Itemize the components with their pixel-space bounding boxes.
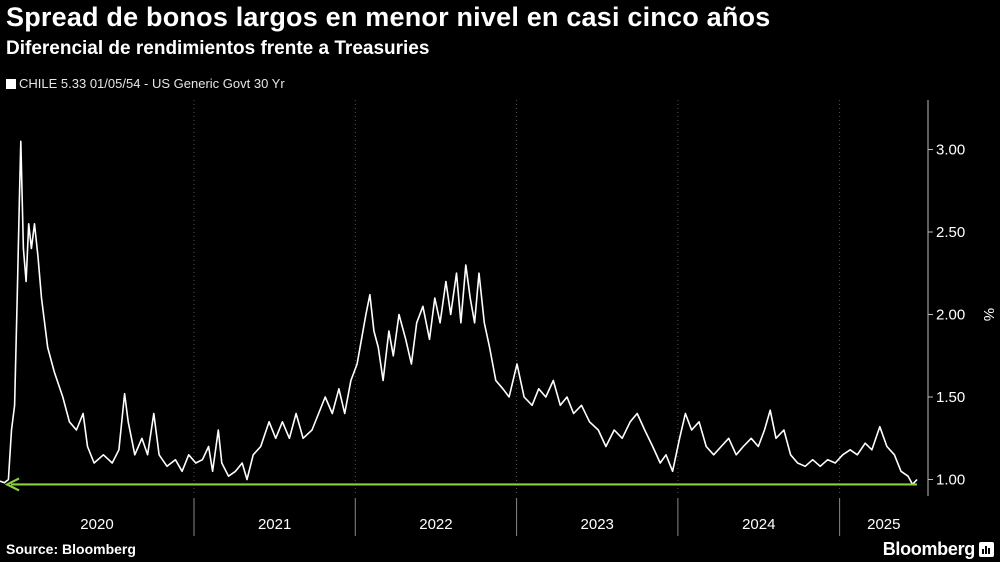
- legend-label: CHILE 5.33 01/05/54 - US Generic Govt 30…: [19, 76, 285, 91]
- y-tick-label-3: 2.50: [936, 224, 965, 241]
- bloomberg-icon: [979, 542, 994, 557]
- x-tick-label-2023: 2023: [581, 516, 614, 533]
- y-tick-label-0: 1.00: [936, 472, 965, 489]
- x-tick-label-2020: 2020: [80, 516, 113, 533]
- min-level-arrowhead-0: [4, 477, 20, 492]
- x-tick-label-2024: 2024: [742, 516, 775, 533]
- chart-subtitle: Diferencial de rendimientos frente a Tre…: [6, 38, 430, 59]
- y-tick-label-2: 2.00: [936, 307, 965, 324]
- chart-title: Spread de bonos largos en menor nivel en…: [6, 2, 771, 32]
- bloomberg-logo: Bloomberg: [883, 539, 994, 560]
- x-tick-label-2022: 2022: [419, 516, 452, 533]
- source-note: Source: Bloomberg: [6, 541, 136, 557]
- x-tick-label-2021: 2021: [258, 516, 291, 533]
- y-tick-label-1: 1.50: [936, 389, 965, 406]
- y-axis-unit-label: %: [980, 308, 997, 321]
- y-tick-label-4: 3.00: [936, 142, 965, 159]
- brand-text: Bloomberg: [882, 539, 976, 559]
- x-tick-label-2025: 2025: [867, 516, 900, 533]
- legend-swatch: [6, 78, 16, 89]
- series-line-0: [0, 140, 918, 486]
- legend: CHILE 5.33 01/05/54 - US Generic Govt 30…: [6, 76, 285, 91]
